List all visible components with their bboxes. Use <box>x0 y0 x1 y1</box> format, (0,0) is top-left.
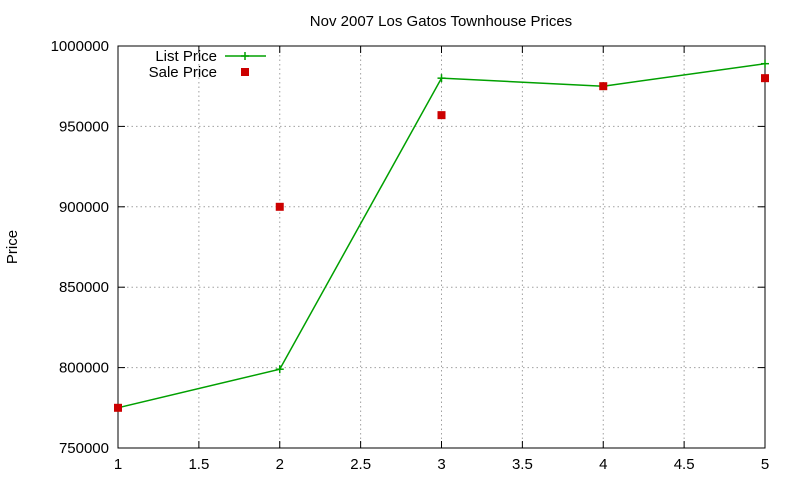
data-point <box>761 74 769 83</box>
series-sale-price <box>114 74 769 412</box>
data-point <box>761 59 769 68</box>
y-tick-label: 800000 <box>59 360 109 377</box>
axis-ticks: 1 1.5 2 2.5 3 3.5 4 4.5 5 750000 800000 850000 90000… <box>51 38 770 473</box>
x-tick-label: 1.5 <box>188 456 209 473</box>
chart-title: Nov 2007 Los Gatos Townhouse Prices <box>310 13 572 30</box>
y-axis-label: Price <box>4 230 21 264</box>
data-point <box>437 74 446 83</box>
data-point <box>114 403 122 412</box>
x-tick-label: 2 <box>276 456 284 473</box>
data-point <box>275 202 284 211</box>
legend-label: Sale Price <box>149 64 217 81</box>
plot-frame <box>117 45 766 449</box>
y-tick-label: 850000 <box>59 279 109 296</box>
data-point <box>275 365 284 374</box>
x-tick-label: 4.5 <box>674 456 695 473</box>
legend-marker <box>241 68 249 76</box>
x-tick-label: 3 <box>437 456 445 473</box>
data-point <box>599 82 608 91</box>
grid <box>118 46 765 448</box>
legend-marker <box>241 52 249 60</box>
x-tick-label: 4 <box>599 456 607 473</box>
series <box>114 59 769 412</box>
legend-label: List Price <box>155 48 217 65</box>
data-point <box>437 111 446 120</box>
legend-item: List Price <box>155 48 266 65</box>
x-tick-label: 2.5 <box>350 456 371 473</box>
y-tick-label: 900000 <box>59 199 109 216</box>
x-tick-label: 5 <box>761 456 769 473</box>
legend-item: Sale Price <box>149 64 249 81</box>
x-tick-label: 1 <box>114 456 122 473</box>
y-tick-label: 750000 <box>59 440 109 457</box>
y-tick-label: 1000000 <box>51 38 109 55</box>
x-tick-label: 3.5 <box>512 456 533 473</box>
y-tick-label: 950000 <box>59 118 109 135</box>
